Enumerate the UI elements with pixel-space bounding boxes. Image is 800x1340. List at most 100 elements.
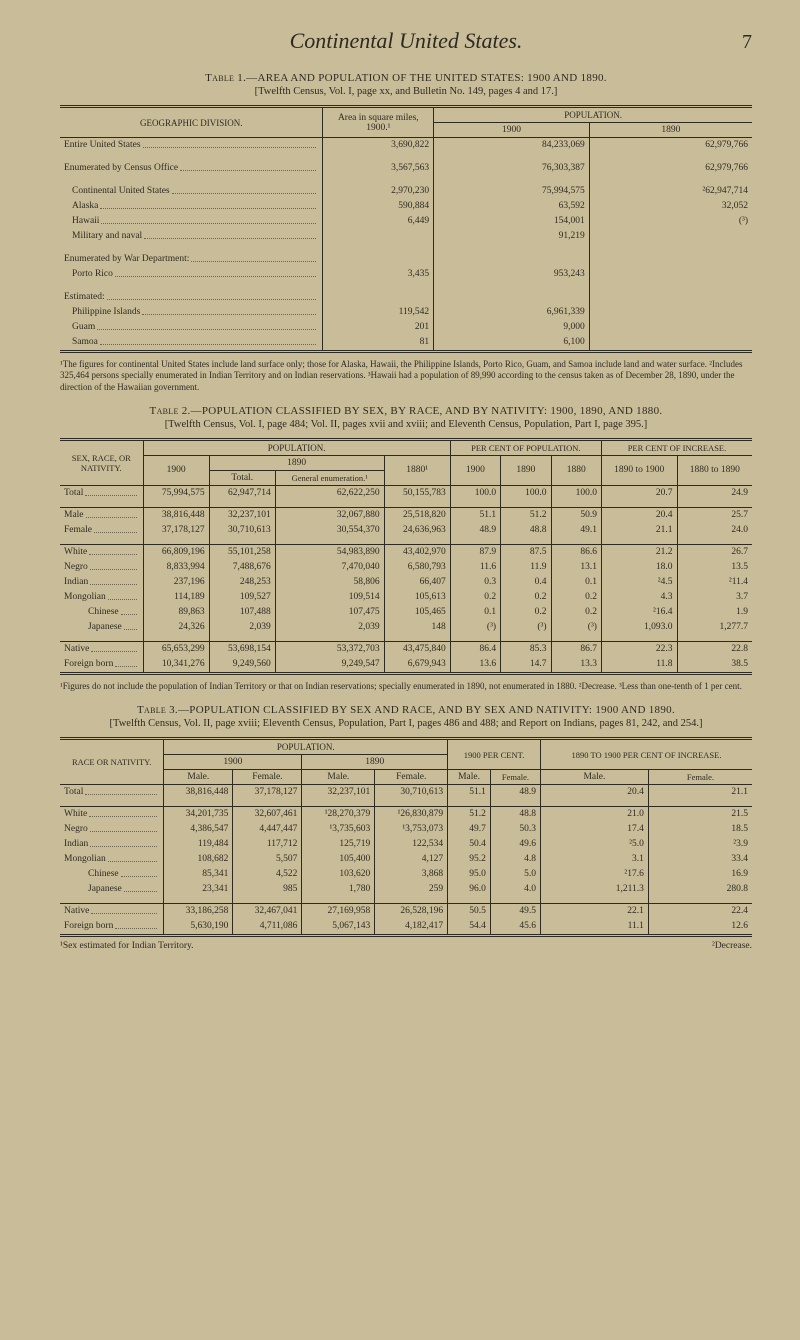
- cell: 33.4: [648, 852, 752, 867]
- page-title: Continental United States.: [90, 28, 722, 54]
- cell: 24.0: [677, 523, 752, 538]
- cell: 26.7: [677, 544, 752, 560]
- cell: 75,994,575: [143, 485, 209, 501]
- cell: 23,341: [164, 882, 233, 897]
- cell: 32,052: [589, 199, 752, 214]
- cell: 1,780: [302, 882, 375, 897]
- cell: 11.9: [501, 560, 551, 575]
- cell: 109,527: [209, 590, 275, 605]
- row-label: Alaska: [60, 199, 323, 214]
- cell: 25.7: [677, 507, 752, 523]
- cell: 51.2: [448, 807, 491, 823]
- cell: 9,249,560: [209, 657, 275, 674]
- cell: 117,712: [233, 837, 302, 852]
- cell: [323, 252, 434, 267]
- cell: 0.2: [501, 605, 551, 620]
- cell: 8,833,994: [143, 560, 209, 575]
- cell: (³): [551, 620, 601, 635]
- cell: 107,475: [275, 605, 384, 620]
- row-label: Female: [60, 523, 143, 538]
- cell: 0.1: [450, 605, 500, 620]
- t1-col-area: Area in square miles, 1900.¹: [323, 107, 434, 138]
- cell: ²62,947,714: [589, 184, 752, 199]
- cell: (³): [501, 620, 551, 635]
- row-label: Male: [60, 507, 143, 523]
- cell: 81: [323, 335, 434, 352]
- cell: 18.5: [648, 822, 752, 837]
- cell: ¹3,753,073: [375, 822, 448, 837]
- cell: 2,039: [209, 620, 275, 635]
- t3-f4: Female.: [648, 770, 752, 785]
- cell: 32,067,880: [275, 507, 384, 523]
- cell: 6,679,943: [384, 657, 450, 674]
- cell: 100.0: [501, 485, 551, 501]
- cell: 49.6: [490, 837, 540, 852]
- cell: 1,211.3: [540, 882, 648, 897]
- t2-i2: 1880 to 1890: [677, 455, 752, 485]
- cell: [589, 229, 752, 244]
- cell: 4.8: [490, 852, 540, 867]
- table2-caption: Table 2.—POPULATION CLASSIFIED BY SEX, B…: [60, 405, 752, 417]
- row-label: White: [60, 544, 143, 560]
- cell: 122,534: [375, 837, 448, 852]
- cell: (³): [589, 214, 752, 229]
- cell: 53,698,154: [209, 641, 275, 657]
- cell: 0.2: [450, 590, 500, 605]
- table-row: Negro8,833,9947,488,6767,470,0406,580,79…: [60, 560, 752, 575]
- cell: [589, 252, 752, 267]
- cell: [589, 290, 752, 305]
- cell: 22.8: [677, 641, 752, 657]
- cell: 87.5: [501, 544, 551, 560]
- cell: 51.1: [448, 785, 491, 801]
- row-label: Porto Rico: [60, 267, 323, 282]
- cell: 4,127: [375, 852, 448, 867]
- cell: ²5.0: [540, 837, 648, 852]
- t3-f3: Female.: [490, 770, 540, 785]
- cell: 14.7: [501, 657, 551, 674]
- table2-footnotes: ¹Figures do not include the population o…: [60, 681, 752, 692]
- row-label: Foreign born: [60, 919, 164, 936]
- t3-m2: Male.: [302, 770, 375, 785]
- cell: 49.1: [551, 523, 601, 538]
- cell: 237,196: [143, 575, 209, 590]
- cell: [589, 305, 752, 320]
- cell: 4,447,447: [233, 822, 302, 837]
- table-row: Japanese23,3419851,78025996.04.01,211.32…: [60, 882, 752, 897]
- cell: 21.0: [540, 807, 648, 823]
- table-row: Indian237,196248,25358,80666,4070.30.40.…: [60, 575, 752, 590]
- cell: 21.5: [648, 807, 752, 823]
- cell: 18.0: [601, 560, 677, 575]
- cell: 48.8: [501, 523, 551, 538]
- row-label: Japanese: [60, 620, 143, 635]
- cell: 9,000: [434, 320, 590, 335]
- t2-p1880: 1880: [551, 455, 601, 485]
- cell: 51.1: [450, 507, 500, 523]
- table-row: Philippine Islands119,5426,961,339: [60, 305, 752, 320]
- cell: 22.4: [648, 904, 752, 920]
- cell: 7,488,676: [209, 560, 275, 575]
- t1-col-1890: 1890: [589, 123, 752, 138]
- cell: 37,178,127: [233, 785, 302, 801]
- cell: [323, 229, 434, 244]
- cell: 54.4: [448, 919, 491, 936]
- t3-pop: POPULATION.: [164, 739, 448, 755]
- cell: 38.5: [677, 657, 752, 674]
- table-row: White34,201,73532,607,461¹28,270,379¹26,…: [60, 807, 752, 823]
- t3-1890: 1890: [302, 755, 448, 770]
- cell: 86.4: [450, 641, 500, 657]
- cell: 985: [233, 882, 302, 897]
- cell: 105,400: [302, 852, 375, 867]
- cell: 95.0: [448, 867, 491, 882]
- cell: 12.6: [648, 919, 752, 936]
- table-row: Foreign born5,630,1904,711,0865,067,1434…: [60, 919, 752, 936]
- cell: 3.1: [540, 852, 648, 867]
- table-row: Negro4,386,5474,447,447¹3,735,603¹3,753,…: [60, 822, 752, 837]
- cell: ²11.4: [677, 575, 752, 590]
- table2-subcaption: [Twelfth Census, Vol. I, page 484; Vol. …: [60, 419, 752, 430]
- cell: 100.0: [450, 485, 500, 501]
- cell: 7,470,040: [275, 560, 384, 575]
- t2-1900: 1900: [143, 455, 209, 485]
- table-row: Guam2019,000: [60, 320, 752, 335]
- t1-col-1900: 1900: [434, 123, 590, 138]
- t3-m1: Male.: [164, 770, 233, 785]
